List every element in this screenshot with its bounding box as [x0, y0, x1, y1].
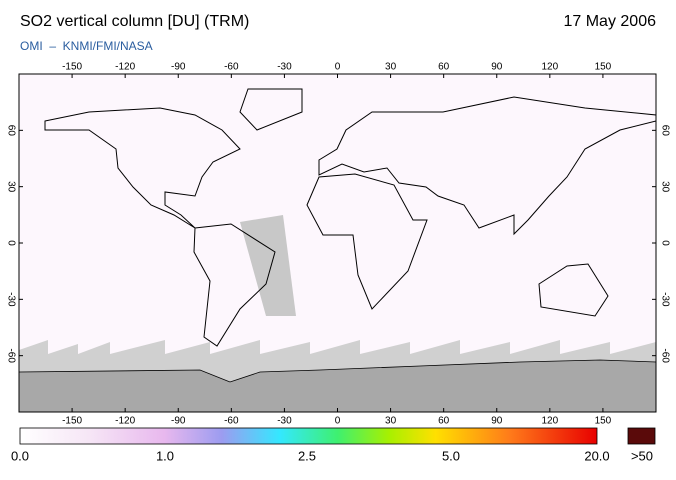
lat-label-right: -60 — [659, 348, 670, 363]
lat-label-left: 60 — [5, 125, 16, 137]
lon-label-top: 60 — [438, 62, 450, 73]
south-america — [193, 223, 276, 347]
north-america — [44, 107, 241, 229]
lon-label-bottom: 150 — [595, 416, 612, 427]
lon-label-bottom: 30 — [385, 416, 397, 427]
title: SO2 vertical column [DU] (TRM) — [20, 13, 249, 30]
lon-label-bottom: 90 — [491, 416, 503, 427]
colorbar — [19, 427, 598, 445]
lon-label-bottom: 120 — [541, 416, 558, 427]
colorbar-overflow — [627, 427, 656, 445]
missing-swath — [240, 215, 296, 316]
africa — [306, 173, 428, 310]
colorbar-label: 2.5 — [298, 448, 316, 463]
lat-label-left: -30 — [5, 292, 16, 307]
lon-label-top: 0 — [335, 62, 341, 73]
date: 17 May 2006 — [563, 13, 656, 30]
lat-label-right: -30 — [659, 292, 670, 307]
colorbar-label: >50 — [631, 448, 653, 463]
map — [18, 73, 657, 413]
lon-label-top: 30 — [385, 62, 397, 73]
colorbar-label: 1.0 — [156, 448, 174, 463]
colorbar-label: 5.0 — [442, 448, 460, 463]
lon-label-bottom: -150 — [62, 416, 82, 427]
lat-label-right: 0 — [659, 240, 670, 246]
lon-label-top: -120 — [115, 62, 135, 73]
lat-label-right: 60 — [659, 125, 670, 137]
lon-label-top: -30 — [277, 62, 292, 73]
greenland — [239, 88, 303, 131]
lon-label-bottom: -120 — [115, 416, 135, 427]
colorbar-label: 0.0 — [11, 448, 29, 463]
lon-label-top: -60 — [224, 62, 239, 73]
lon-label-bottom: -60 — [224, 416, 239, 427]
lat-label-left: 0 — [5, 240, 16, 246]
lon-label-top: 150 — [595, 62, 612, 73]
australia — [538, 263, 609, 317]
lat-label-right: 30 — [659, 181, 670, 193]
lon-label-top: -90 — [171, 62, 186, 73]
lat-label-left: 30 — [5, 181, 16, 193]
eurasia — [318, 96, 657, 236]
lat-label-left: -60 — [5, 348, 16, 363]
lon-label-bottom: -90 — [171, 416, 186, 427]
colorbar-label: 20.0 — [584, 448, 609, 463]
lon-label-top: 120 — [541, 62, 558, 73]
lon-label-bottom: 0 — [335, 416, 341, 427]
lon-label-bottom: 60 — [438, 416, 450, 427]
lon-label-top: -150 — [62, 62, 82, 73]
lon-label-top: 90 — [491, 62, 503, 73]
lon-label-bottom: -30 — [277, 416, 292, 427]
subtitle: OMI – KNMI/FMI/NASA — [20, 39, 153, 53]
